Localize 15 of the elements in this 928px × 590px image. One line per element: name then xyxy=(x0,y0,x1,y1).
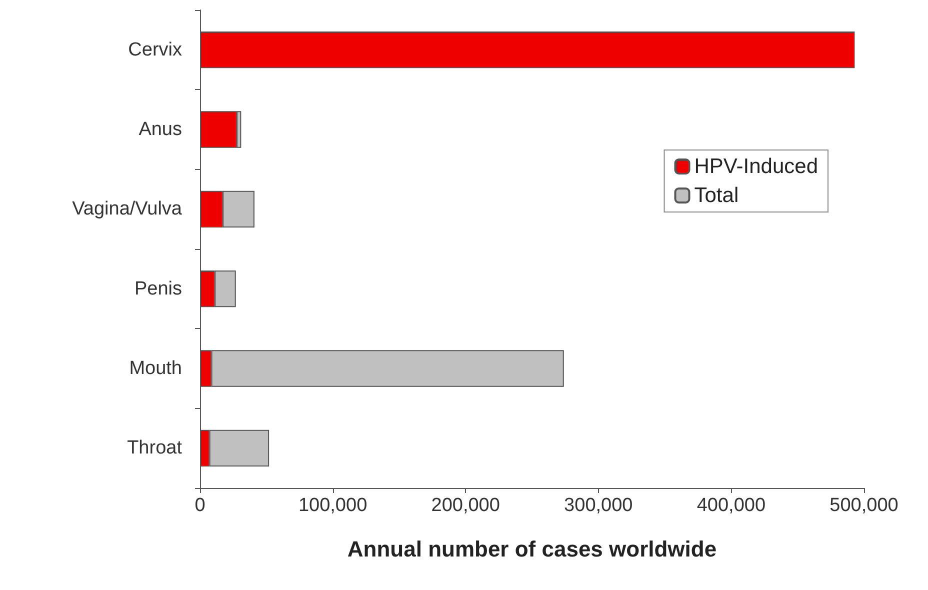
x-tick-label: 0 xyxy=(194,495,206,516)
x-tick-label: 400,000 xyxy=(696,495,766,516)
y-tick-label: Cervix xyxy=(128,39,182,60)
y-tick-label: Anus xyxy=(138,119,182,140)
y-tick-label: Throat xyxy=(127,438,183,459)
y-tick-label: Penis xyxy=(134,278,182,300)
x-tick-label: 100,000 xyxy=(298,495,368,516)
legend-label: Total xyxy=(694,184,739,207)
legend-label: HPV-Induced xyxy=(694,155,818,178)
x-tick-label: 300,000 xyxy=(564,495,633,516)
x-axis-title: Annual number of cases worldwide xyxy=(347,536,717,562)
y-tick-label: Vagina/Vulva xyxy=(72,198,182,220)
x-tick-label: 500,000 xyxy=(830,495,898,516)
x-tick-label: 200,000 xyxy=(431,495,500,516)
y-tick-label: Mouth xyxy=(129,358,182,379)
